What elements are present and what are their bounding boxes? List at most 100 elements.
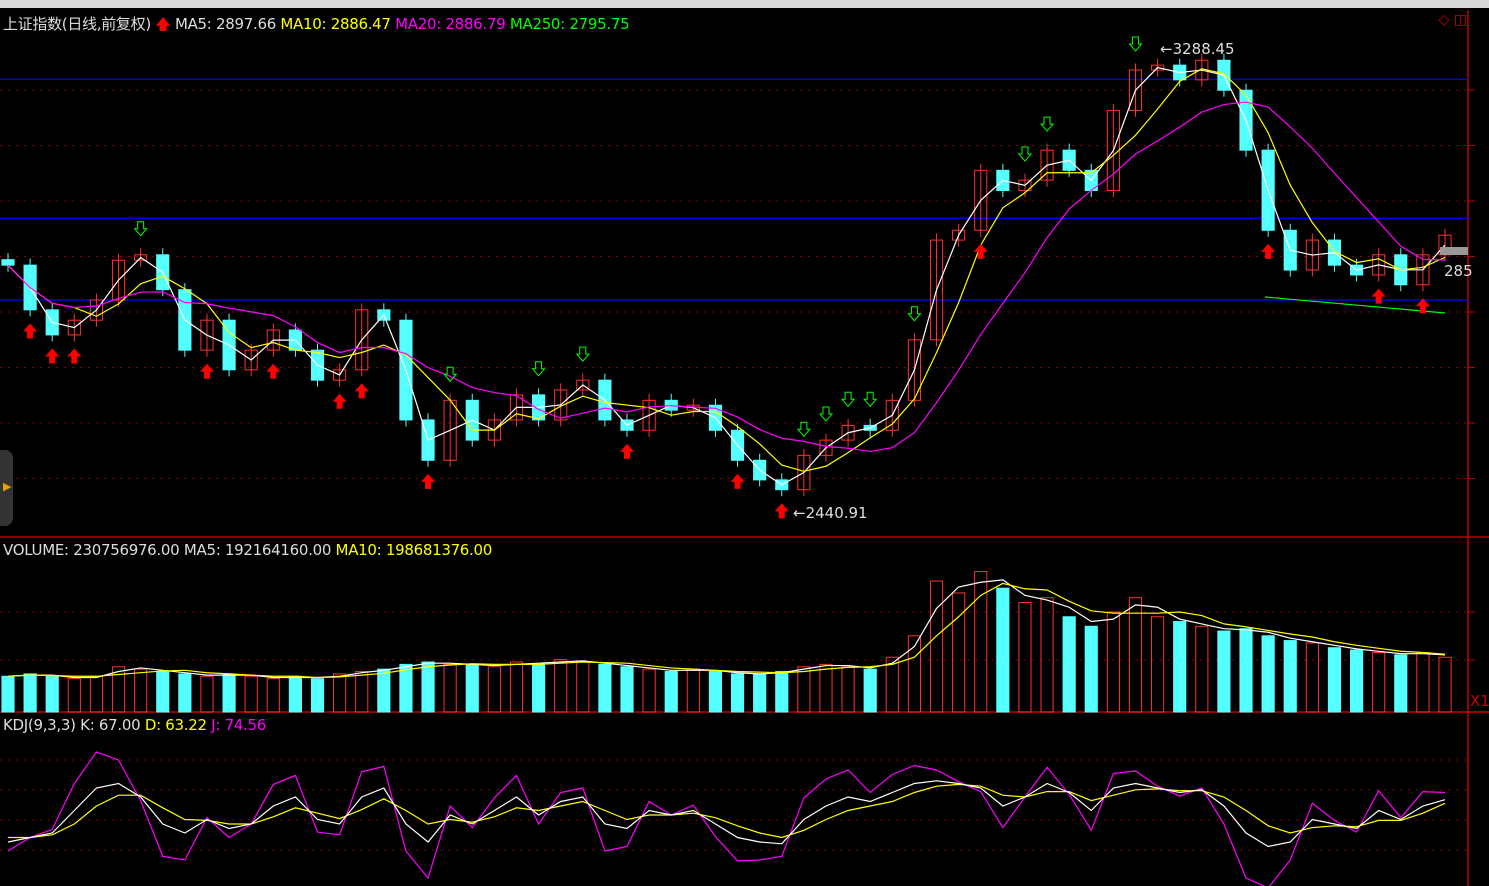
volume-bar	[753, 673, 767, 713]
candle-body	[642, 399, 656, 431]
buy-arrow-icon	[421, 473, 436, 489]
volume-bar	[1239, 628, 1253, 713]
ma20-line	[7, 101, 1446, 453]
volume-bar	[23, 673, 37, 713]
kdj-d-line	[8, 783, 1446, 839]
volume-bar	[1416, 651, 1430, 713]
candle-body	[89, 299, 104, 321]
volume-bar	[554, 659, 568, 713]
volume-bar	[1018, 601, 1032, 713]
candle-body	[244, 349, 258, 371]
volume-bar	[156, 671, 170, 713]
volume-bar	[841, 666, 855, 713]
buy-arrow-icon	[774, 503, 789, 519]
volume-bar	[532, 663, 546, 713]
volume-ma5-value: MA5: 192164160.00	[183, 541, 332, 559]
volume-bar	[929, 580, 944, 713]
sell-arrow-icon	[575, 346, 590, 362]
sell-arrow-icon	[818, 406, 834, 422]
buy-arrow-icon	[1261, 243, 1276, 259]
buy-arrow-icon	[45, 348, 60, 364]
volume-bar	[1217, 630, 1231, 713]
up-arrow-icon: 🡅	[155, 15, 171, 33]
kdj-j-line	[7, 751, 1446, 886]
candle-body	[952, 229, 966, 241]
candle-body	[1128, 69, 1143, 111]
volume-bar	[1305, 642, 1319, 713]
volume-bar	[1327, 647, 1342, 713]
chart-controls: ◇ ◫	[1439, 12, 1467, 28]
volume-bar	[377, 668, 391, 713]
side-panel-handle[interactable]: ▶	[0, 450, 13, 526]
candle-body	[841, 424, 855, 441]
candle-body	[819, 439, 833, 456]
period-multiplier[interactable]: X1	[1470, 692, 1489, 710]
candle-body	[200, 319, 214, 351]
volume-bar	[1128, 597, 1143, 713]
volume-bar	[1261, 635, 1275, 713]
volume-bar	[1349, 649, 1364, 713]
volume-bar	[1372, 651, 1386, 713]
low-price-label: ←2440.91	[793, 504, 868, 522]
buy-arrow-icon	[730, 473, 745, 489]
buy-arrow-icon	[1415, 298, 1430, 314]
volume-bar	[178, 673, 192, 713]
candle-body	[974, 169, 988, 231]
volume-bar	[487, 666, 501, 713]
buy-arrow-icon	[199, 363, 214, 379]
k-value: K: 67.00	[80, 716, 141, 734]
volume-bar	[134, 668, 148, 713]
candle-body	[1305, 239, 1319, 271]
split-window-icon[interactable]: ◫	[1453, 12, 1467, 28]
kdj-k-line	[7, 780, 1446, 848]
candle-body	[1151, 64, 1165, 71]
ma10-line	[7, 68, 1446, 472]
candle-body	[355, 309, 369, 371]
volume-bar	[576, 661, 590, 713]
sell-arrow-icon	[531, 361, 546, 377]
volume-bar	[465, 663, 479, 713]
volume-bar	[907, 635, 921, 713]
volume-bar	[399, 663, 413, 713]
volume-value: VOLUME: 230756976.00	[3, 541, 180, 559]
volume-bar	[730, 673, 745, 713]
volume-bar	[686, 668, 700, 713]
volume-bar	[222, 673, 236, 713]
buy-arrow-icon	[354, 383, 369, 399]
volume-bar	[1062, 616, 1076, 713]
diamond-icon[interactable]: ◇	[1438, 12, 1450, 28]
volume-ma10-line	[7, 582, 1446, 679]
volume-bar	[288, 675, 302, 713]
sell-arrow-icon	[1017, 146, 1033, 162]
candle-body	[554, 389, 568, 421]
candle-body	[333, 369, 347, 381]
buy-arrow-icon	[620, 443, 635, 459]
kdj-legend: KDJ(9,3,3) K: 67.00 D: 63.22 J: 74.56	[3, 716, 266, 734]
sell-arrow-icon	[133, 221, 148, 237]
volume-bar	[642, 668, 656, 713]
sell-arrow-icon	[443, 366, 458, 383]
index-title: 上证指数(日线,前复权)	[3, 15, 151, 33]
high-price-label: ←3288.45	[1160, 40, 1235, 58]
candle-body	[111, 259, 126, 301]
sell-arrow-icon	[796, 421, 811, 438]
trend-line	[1264, 296, 1446, 314]
volume-bar	[775, 671, 789, 713]
volume-bar	[1195, 625, 1209, 713]
kdj-name: KDJ(9,3,3)	[3, 716, 76, 734]
j-value: J: 74.56	[211, 716, 267, 734]
ma5-line	[7, 66, 1446, 486]
sell-arrow-icon	[907, 306, 922, 322]
volume-bar	[598, 663, 612, 713]
sell-arrow-icon	[841, 391, 856, 408]
volume-bar	[620, 666, 634, 713]
volume-bar	[952, 592, 966, 713]
price-legend: 上证指数(日线,前复权) 🡅 MA5: 2897.66 MA10: 2886.4…	[3, 13, 630, 39]
buy-arrow-icon	[1371, 288, 1386, 304]
volume-bar	[443, 663, 457, 713]
ma250-value: MA250: 2795.75	[509, 15, 630, 33]
buy-arrow-icon	[973, 243, 988, 259]
candle-body	[929, 239, 944, 341]
sell-arrow-icon	[1039, 116, 1055, 132]
